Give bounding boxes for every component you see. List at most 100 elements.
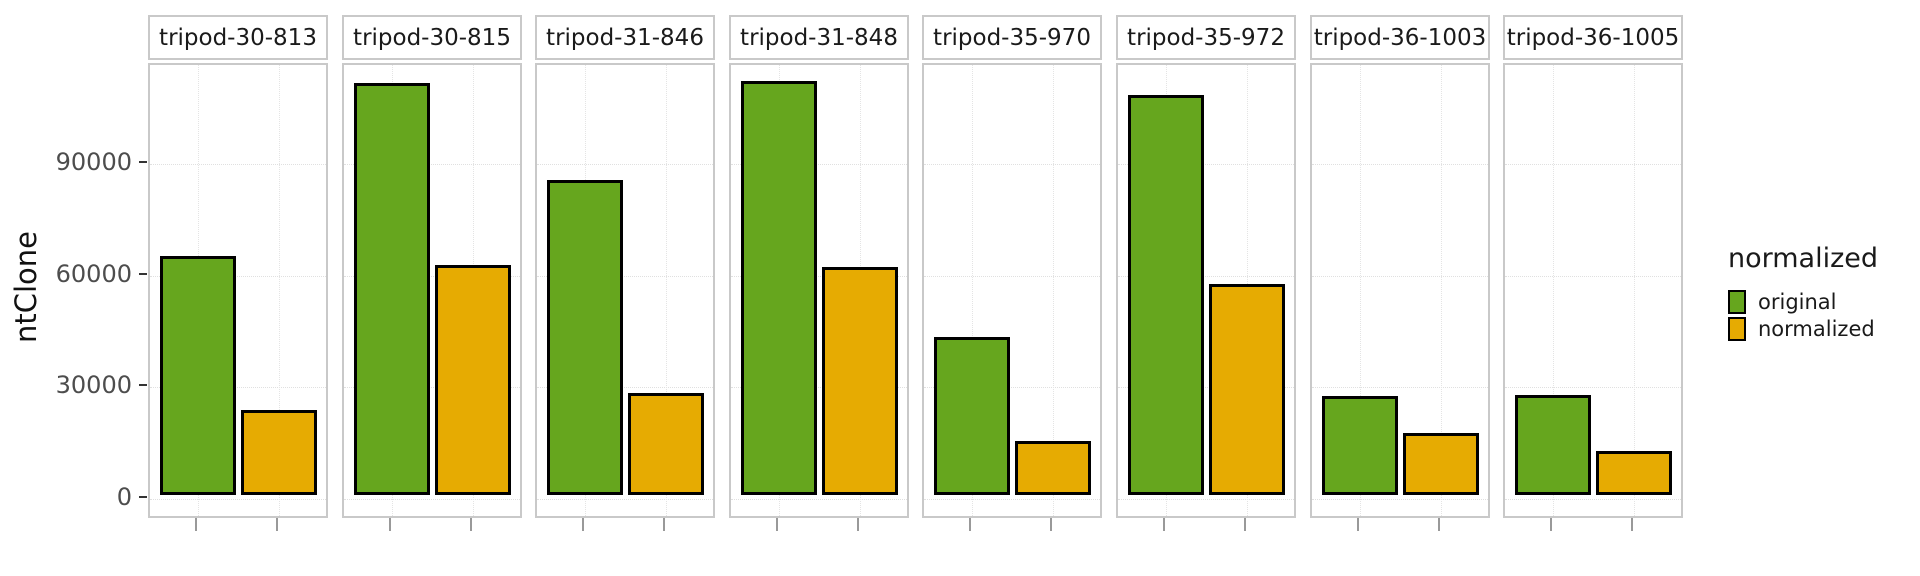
original-bar <box>354 83 430 495</box>
h-gridline <box>150 499 326 500</box>
y-tick-mark <box>139 160 147 163</box>
v-gridline <box>1553 65 1554 516</box>
h-gridline <box>344 163 520 165</box>
h-gridline <box>924 163 1100 165</box>
normalized-bar <box>1015 441 1091 495</box>
x-tick-mark <box>1550 518 1552 531</box>
original-bar <box>741 81 817 495</box>
h-gridline <box>150 275 326 277</box>
plot-area <box>342 63 522 518</box>
h-gridline <box>537 163 713 165</box>
y-tick-label: 60000 <box>55 259 132 288</box>
legend-entry-label: normalized <box>1758 317 1875 341</box>
facet-panel: tripod-31-848 <box>729 15 909 531</box>
h-gridline <box>1312 275 1488 277</box>
legend-title: normalized <box>1728 243 1879 274</box>
h-gridline <box>731 275 907 277</box>
x-tick-mark <box>276 518 278 531</box>
h-gridline <box>344 499 520 500</box>
original-bar <box>1128 95 1204 495</box>
legend-entry-label: original <box>1758 290 1837 314</box>
v-gridline <box>1634 65 1635 516</box>
h-gridline <box>150 163 326 165</box>
h-gridline <box>1505 163 1681 165</box>
h-gridline <box>344 387 520 389</box>
facet-panel: tripod-30-815 <box>342 15 522 531</box>
x-tick-mark <box>857 518 859 531</box>
h-gridline <box>924 275 1100 277</box>
facet-panel: tripod-36-1003 <box>1310 15 1490 531</box>
h-gridline <box>1118 275 1294 277</box>
normalized-bar <box>628 393 704 495</box>
original-bar <box>1515 395 1591 495</box>
facet-title: tripod-35-972 <box>1127 24 1285 51</box>
h-gridline <box>1118 387 1294 389</box>
v-gridline <box>1053 65 1054 516</box>
facet-title: tripod-35-970 <box>933 24 1091 51</box>
x-tick-mark <box>1357 518 1359 531</box>
x-tick-mark <box>1244 518 1246 531</box>
y-tick-label: 90000 <box>55 147 132 176</box>
plot-area <box>148 63 328 518</box>
x-tick-mark <box>582 518 584 531</box>
facet-strip: tripod-31-848 <box>729 15 909 60</box>
h-gridline <box>1312 387 1488 389</box>
y-tick-mark <box>139 272 147 275</box>
v-gridline <box>1360 65 1361 516</box>
h-gridline <box>731 499 907 500</box>
x-tick-mark <box>195 518 197 531</box>
facet-strip: tripod-35-972 <box>1116 15 1296 60</box>
h-gridline <box>1505 499 1681 500</box>
normalized-bar <box>435 265 511 495</box>
legend-entry: normalized <box>1728 317 1878 341</box>
h-gridline <box>1118 163 1294 165</box>
facet-strip: tripod-35-970 <box>922 15 1102 60</box>
h-gridline <box>924 387 1100 389</box>
y-tick-label: 30000 <box>55 371 132 400</box>
facet-panel: tripod-31-846 <box>535 15 715 531</box>
legend: normalized original normalized <box>1728 243 1878 344</box>
v-gridline <box>1441 65 1442 516</box>
v-gridline <box>666 65 667 516</box>
plot-area <box>922 63 1102 518</box>
y-tick-mark <box>139 496 147 498</box>
normalized-bar <box>241 410 317 495</box>
facet-title: tripod-30-815 <box>353 24 511 51</box>
v-gridline <box>972 65 973 516</box>
normalized-bar <box>1403 433 1479 495</box>
y-tick-mark <box>139 384 147 387</box>
h-gridline <box>731 387 907 389</box>
h-gridline <box>537 387 713 389</box>
facet-panel: tripod-35-970 <box>922 15 1102 531</box>
normalized-bar <box>1209 284 1285 495</box>
facet-title: tripod-36-1005 <box>1506 24 1680 51</box>
v-gridline <box>279 65 280 516</box>
h-gridline <box>1505 275 1681 277</box>
plot-area <box>1503 63 1683 518</box>
x-tick-mark <box>1163 518 1165 531</box>
h-gridline <box>1118 499 1294 500</box>
h-gridline <box>537 275 713 277</box>
normalized-bar <box>822 267 898 495</box>
h-gridline <box>924 499 1100 500</box>
legend-entries: original normalized <box>1728 290 1878 341</box>
x-tick-mark <box>389 518 391 531</box>
original-swatch <box>1728 290 1746 314</box>
facet-strip: tripod-36-1003 <box>1310 15 1490 60</box>
x-tick-mark <box>1050 518 1052 531</box>
normalized-swatch <box>1728 317 1746 341</box>
y-tick-label: 0 <box>116 483 132 511</box>
original-bar <box>1322 396 1398 495</box>
facet-title: tripod-31-848 <box>740 24 898 51</box>
h-gridline <box>1312 163 1488 165</box>
h-gridline <box>731 163 907 165</box>
x-tick-mark <box>1438 518 1440 531</box>
x-tick-mark <box>1631 518 1633 531</box>
h-gridline <box>537 499 713 500</box>
plot-area <box>729 63 909 518</box>
h-gridline <box>344 275 520 277</box>
facet-panel: tripod-36-1005 <box>1503 15 1683 531</box>
h-gridline <box>1312 499 1488 500</box>
x-tick-mark <box>470 518 472 531</box>
